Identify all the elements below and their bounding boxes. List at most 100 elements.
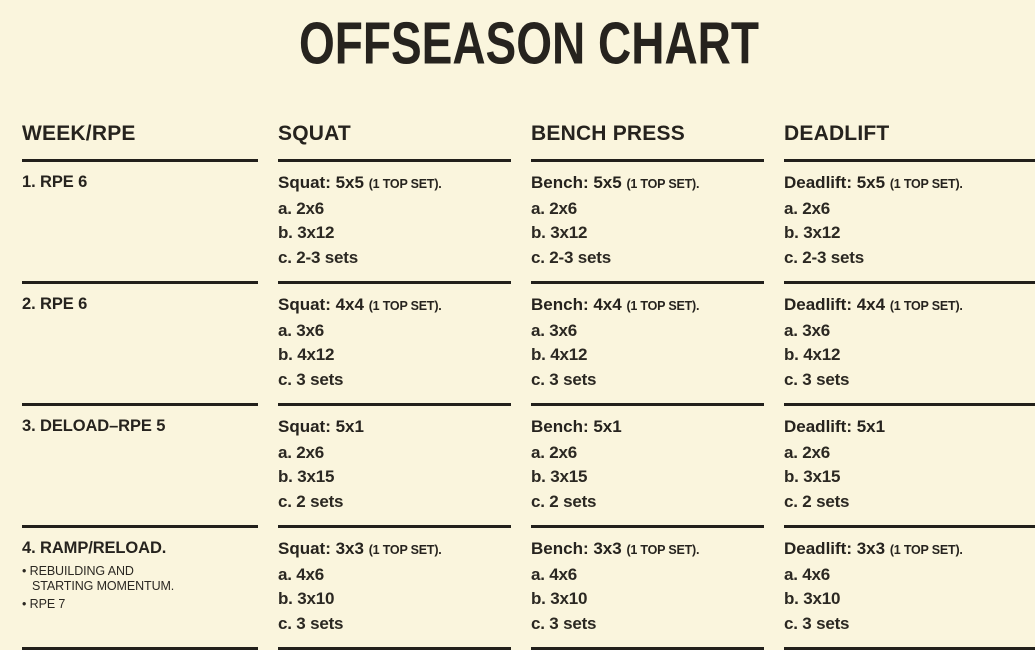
exercise-line: Deadlift: 5x1 [784,415,1035,441]
exercise-line: Squat: 4x4 (1 TOP SET). [278,293,511,319]
top-set-note: (1 TOP SET). [626,299,700,313]
top-set-note: (1 TOP SET). [626,177,700,191]
deadlift-cell-2: Deadlift: 4x4 (1 TOP SET). a. 3x6 b. 4x1… [784,284,1035,406]
top-set-note: (1 TOP SET). [889,177,963,191]
week-cell-1: 1. RPE 6 [22,162,258,284]
top-set-note: (1 TOP SET). [368,299,442,313]
set-item: a. 4x6 [531,564,578,584]
set-item: b. 4x12 [531,345,588,364]
set-item: a. 2x6 [278,198,325,218]
page-title-wrap: OFFSEASON CHART [22,14,1035,74]
deadlift-cell-4: Deadlift: 3x3 (1 TOP SET). a. 4x6 b. 3x1… [784,528,1035,650]
exercise-line: Deadlift: 4x4 (1 TOP SET). [784,293,1035,319]
week-notes: • REBUILDING AND STARTING MOMENTUM. • RP… [22,564,180,612]
set-item: c. 3 sets [531,369,597,389]
set-item: b. 3x12 [278,223,335,242]
week-label: 1. RPE 6 [22,173,88,191]
set-item: c. 3 sets [278,369,344,389]
column-header-squat: SQUAT [278,122,511,162]
top-set-note: (1 TOP SET). [368,543,442,557]
set-item: c. 3 sets [278,613,344,633]
set-item: a. 2x6 [784,442,831,462]
column-header-deadlift: DEADLIFT [784,122,1035,162]
set-item: a. 2x6 [531,198,578,218]
set-item: c. 2-3 sets [278,247,359,267]
set-item: c. 3 sets [531,613,597,633]
exercise-line: Deadlift: 3x3 (1 TOP SET). [784,537,1035,563]
set-item: b. 3x10 [531,589,588,608]
set-item: c. 2 sets [278,491,344,511]
top-set-note: (1 TOP SET). [889,543,963,557]
exercise-main: Deadlift: 4x4 [784,295,886,314]
exercise-line: Squat: 3x3 (1 TOP SET). [278,537,511,563]
week-note: • REBUILDING AND STARTING MOMENTUM. [22,564,175,593]
set-item: a. 2x6 [278,442,325,462]
exercise-line: Bench: 4x4 (1 TOP SET). [531,293,764,319]
bench-cell-4: Bench: 3x3 (1 TOP SET). a. 4x6 b. 3x10 c… [531,528,764,650]
set-item: b. 4x12 [278,345,335,364]
set-item: b. 3x15 [278,467,335,486]
column-header-bench-press: BENCH PRESS [531,122,764,162]
exercise-main: Deadlift: 3x3 [784,539,886,558]
exercise-main: Squat: 5x1 [278,417,364,436]
week-label: 4. RAMP/RELOAD. [22,539,167,557]
set-item: a. 3x6 [278,320,325,340]
week-cell-3: 3. DELOAD–RPE 5 [22,406,258,528]
set-item: c. 2-3 sets [531,247,612,267]
exercise-main: Squat: 5x5 [278,173,364,192]
exercise-line: Deadlift: 5x5 (1 TOP SET). [784,171,1035,197]
exercise-line: Bench: 5x5 (1 TOP SET). [531,171,764,197]
set-item: a. 4x6 [784,564,831,584]
page-title: OFFSEASON CHART [298,10,759,77]
exercise-main: Squat: 3x3 [278,539,364,558]
offseason-table: WEEK/RPE SQUAT BENCH PRESS DEADLIFT 1. R… [22,122,1035,650]
squat-cell-4: Squat: 3x3 (1 TOP SET). a. 4x6 b. 3x10 c… [278,528,511,650]
set-item: c. 2 sets [784,491,850,511]
set-item: a. 2x6 [784,198,831,218]
set-item: b. 3x15 [531,467,588,486]
exercise-main: Bench: 4x4 [531,295,622,314]
set-item: c. 2 sets [531,491,597,511]
set-item: a. 3x6 [531,320,578,340]
week-cell-2: 2. RPE 6 [22,284,258,406]
set-item: a. 2x6 [531,442,578,462]
week-label: 3. DELOAD–RPE 5 [22,417,166,435]
deadlift-cell-3: Deadlift: 5x1 a. 2x6 b. 3x15 c. 2 sets [784,406,1035,528]
exercise-main: Deadlift: 5x5 [784,173,886,192]
week-cell-4: 4. RAMP/RELOAD. • REBUILDING AND STARTIN… [22,528,258,650]
exercise-line: Squat: 5x5 (1 TOP SET). [278,171,511,197]
set-item: c. 2-3 sets [784,247,865,267]
top-set-note: (1 TOP SET). [368,177,442,191]
exercise-line: Squat: 5x1 [278,415,511,441]
set-item: b. 3x12 [784,223,841,242]
deadlift-cell-1: Deadlift: 5x5 (1 TOP SET). a. 2x6 b. 3x1… [784,162,1035,284]
squat-cell-2: Squat: 4x4 (1 TOP SET). a. 3x6 b. 4x12 c… [278,284,511,406]
week-label: 2. RPE 6 [22,295,88,313]
exercise-line: Bench: 5x1 [531,415,764,441]
squat-cell-3: Squat: 5x1 a. 2x6 b. 3x15 c. 2 sets [278,406,511,528]
week-note: • RPE 7 [22,597,66,611]
set-item: b. 4x12 [784,345,841,364]
set-item: c. 3 sets [784,613,850,633]
set-item: a. 4x6 [278,564,325,584]
exercise-main: Bench: 5x1 [531,417,622,436]
bench-cell-1: Bench: 5x5 (1 TOP SET). a. 2x6 b. 3x12 c… [531,162,764,284]
exercise-main: Deadlift: 5x1 [784,417,886,436]
set-item: c. 3 sets [784,369,850,389]
squat-cell-1: Squat: 5x5 (1 TOP SET). a. 2x6 b. 3x12 c… [278,162,511,284]
column-header-week-rpe: WEEK/RPE [22,122,258,162]
exercise-main: Bench: 3x3 [531,539,622,558]
set-item: b. 3x10 [784,589,841,608]
top-set-note: (1 TOP SET). [889,299,963,313]
exercise-main: Bench: 5x5 [531,173,622,192]
set-item: a. 3x6 [784,320,831,340]
set-item: b. 3x15 [784,467,841,486]
set-item: b. 3x10 [278,589,335,608]
bench-cell-2: Bench: 4x4 (1 TOP SET). a. 3x6 b. 4x12 c… [531,284,764,406]
exercise-main: Squat: 4x4 [278,295,364,314]
top-set-note: (1 TOP SET). [626,543,700,557]
bench-cell-3: Bench: 5x1 a. 2x6 b. 3x15 c. 2 sets [531,406,764,528]
exercise-line: Bench: 3x3 (1 TOP SET). [531,537,764,563]
set-item: b. 3x12 [531,223,588,242]
